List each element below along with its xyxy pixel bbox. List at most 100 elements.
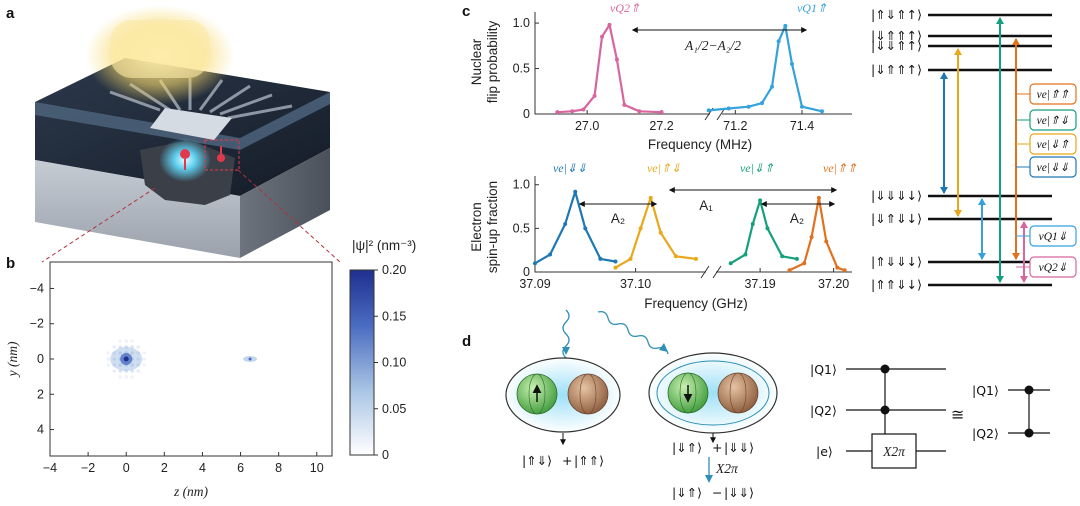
heatmap-lattice-dot (136, 369, 141, 373)
heatmap-y-tick-label: −4 (30, 281, 44, 295)
heatmap-lattice-dot (130, 339, 135, 343)
esr-y-tick-label: 0 (523, 265, 530, 279)
esr-data-point (658, 230, 663, 235)
energy-level-diagram: |⇑⇓⇑↑⟩|⇓⇑⇑↑⟩|⇓⇓⇑↑⟩|⇓⇑⇑↑⟩ |⇓⇓⇓↓⟩|⇓⇑⇓↓⟩|⇑⇓… (871, 7, 1077, 292)
heatmap-y-tick-label: 0 (37, 352, 44, 366)
nmr-data-point (607, 22, 612, 27)
panel-label-a: a (6, 5, 15, 22)
zoom-box (204, 139, 240, 171)
esr-y-tick-label: 1.0 (513, 178, 530, 192)
heatmap-x-label: z (nm) (173, 484, 209, 499)
left-orbit (505, 357, 621, 433)
nmr-data-point (592, 93, 597, 98)
esr-series-line-2 (614, 196, 697, 269)
heatmap-x-tick-label: −2 (81, 461, 95, 475)
heatmap-x-tick-label: −4 (43, 461, 57, 475)
heatmap-lattice-dot (112, 369, 117, 373)
transition-head-down (1020, 276, 1028, 283)
heatmap-peak-1 (248, 357, 252, 361)
quantum-circuit: |Q1⟩ |Q2⟩ |e⟩ X2π ≅ |Q1⟩ |Q2⟩ (810, 362, 1050, 469)
lower-level-label: |⇑⇑⇓↓⟩ (871, 277, 922, 292)
heatmap-x-tick-label: 2 (161, 461, 168, 475)
wavy-lines (562, 309, 669, 359)
antenna-cylinder (110, 20, 210, 78)
panel-label-c: c (462, 3, 470, 20)
nmr-y-ticks: 0 0.5 1.0 (513, 16, 539, 121)
oxide-layer (35, 92, 330, 150)
esr-data-point (842, 268, 847, 273)
esr-x-ticks: 37.09 37.10 37.19 37.20 (519, 268, 849, 291)
colorbar-tick-label: 0.10 (382, 356, 406, 370)
colorbar (349, 269, 375, 456)
transition-head-up (1012, 38, 1020, 45)
nmr-peak-label-q1: νQ1⇑ (797, 1, 827, 15)
esr-data-point (673, 254, 678, 259)
heatmap-x-tick-label: 0 (123, 461, 130, 475)
nmr-x-tick-label: 27.2 (649, 119, 673, 133)
nmr-data-point (659, 110, 664, 115)
nmr-data-point (581, 107, 586, 112)
esr-y-tick-label: 0.5 (513, 221, 530, 235)
nmr-series (555, 22, 824, 115)
left-state-term-2: |⇑⇑⟩ (574, 453, 604, 468)
circuit-right-control-q1 (1024, 385, 1034, 395)
upper-level-label: |⇓⇓⇑↑⟩ (871, 38, 922, 53)
colorbar-tick-label: 0.05 (382, 402, 406, 416)
esr-peak-label-4: νe|⇑⇑ (823, 161, 857, 175)
transition-legend: νe|⇑⇑ νe|⇑⇓ νe|⇓⇑ νe|⇓⇓ νQ1⇓ νQ2⇓ (1016, 83, 1077, 278)
transition-head-down (940, 187, 948, 194)
circuit-control-q2 (880, 405, 890, 415)
esr-data-point (648, 195, 653, 200)
nmr-data-point (770, 84, 774, 89)
esr-annotation-a1: A₁ (699, 198, 713, 213)
wavy-arrow-left (562, 347, 570, 355)
nmr-data-point (820, 109, 824, 114)
heatmap-lattice-dot (124, 375, 129, 379)
esr-x-tick-label: 37.10 (620, 277, 651, 291)
esr-data-point (802, 261, 807, 266)
nmr-data-point (600, 34, 605, 39)
nmr-y-label-line2: flip probability (485, 20, 500, 103)
transition-head-up (978, 198, 986, 205)
esr-data-point (787, 268, 792, 273)
esr-peak-label-1: νe|⇓⇓ (553, 161, 587, 175)
colorbar-ticks: 0 0.05 0.10 0.15 0.20 (374, 263, 406, 462)
right-nucleus-2 (717, 372, 759, 414)
esr-annotation-a2-right: A₂ (790, 211, 804, 226)
nmr-data-point (726, 106, 731, 111)
nmr-x-tick-label: 71.2 (723, 119, 747, 133)
heatmap-x-tick-label: 8 (275, 461, 282, 475)
esr-data-point (835, 265, 840, 270)
circuit-wire-label-q2: |Q2⟩ (810, 403, 837, 418)
nmr-axes (534, 12, 852, 115)
right-state-top-term-1: |⇓⇑⟩ (672, 440, 702, 455)
transition-head-up (1020, 221, 1028, 228)
right-orbit-inner (656, 360, 770, 426)
esr-x-tick-label: 37.19 (744, 277, 775, 291)
nmr-data-point (706, 108, 711, 113)
esr-annotation-a2-left: A₂ (611, 211, 625, 226)
esr-data-point (824, 239, 829, 244)
esr-data-point (628, 256, 633, 261)
nmr-data-point (555, 110, 560, 115)
nmr-data-point (614, 57, 619, 62)
nmr-data-point (800, 104, 804, 109)
circuit-gate-label: X2π (882, 444, 906, 459)
esr-data-point (728, 261, 733, 266)
colorbar-label: |ψ|² (nm⁻³) (352, 238, 416, 253)
device-side-face (240, 148, 330, 258)
gate-arrow-label: X2π (715, 461, 739, 476)
nmr-y-label-line1: Nuclear (469, 38, 484, 85)
transition-head-down (978, 253, 986, 260)
esr-data-point (583, 226, 588, 231)
left-nucleus-2 (567, 373, 609, 415)
right-state-bottom-term-2: |⇓⇓⟩ (724, 485, 754, 500)
legend-label-6: νQ2⇓ (1039, 262, 1068, 274)
esr-series-line-1 (534, 190, 616, 265)
heatmap-lattice-dot (142, 357, 147, 361)
heatmap-lattice-dot (118, 339, 123, 343)
transition-head-up (954, 48, 962, 55)
heatmap-lattice-dot (124, 339, 129, 343)
wavefunction-heatmap: −4 −2 0 2 4 6 8 10 −4 −2 0 2 4 z (nm) y (nm) |ψ|² (… (5, 238, 416, 499)
